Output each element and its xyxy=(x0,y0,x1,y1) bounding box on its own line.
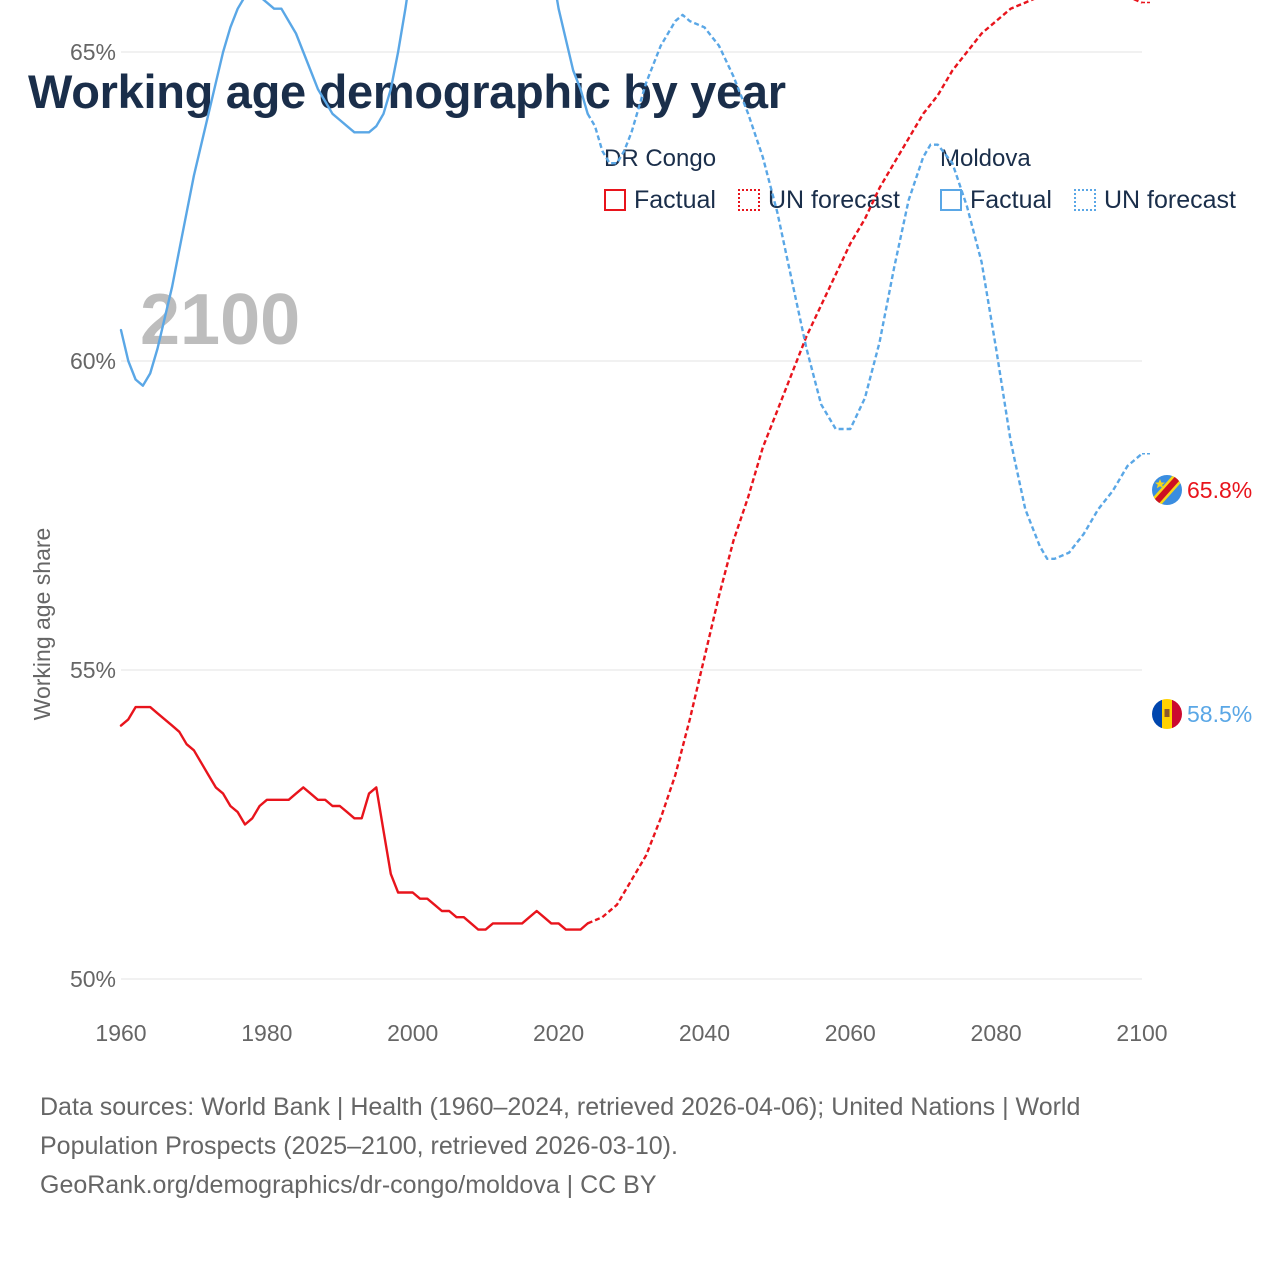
source-text: Data sources: World Bank | Health (1960–… xyxy=(40,1093,1081,1160)
x-tick-label: 2100 xyxy=(1116,1020,1167,1046)
end-label-moldova: 58.5% xyxy=(1187,701,1252,727)
y-tick-label: 50% xyxy=(70,966,116,992)
x-tick-label: 2060 xyxy=(825,1020,876,1046)
y-axis-label: Working age share xyxy=(29,528,55,721)
legend-label: UN forecast xyxy=(768,185,900,214)
line-chart: 2100 50%55%60%65%70% 1960198020002020204… xyxy=(29,0,1252,1046)
legend-swatch-dr-congo-forecast xyxy=(738,189,760,211)
legend-group-moldova: Moldova xyxy=(940,145,1031,172)
y-tick-label: 55% xyxy=(70,657,116,683)
legend-item-dr-congo-factual[interactable]: Factual xyxy=(604,186,716,214)
chart-title: Working age demographic by year xyxy=(28,65,786,118)
credit-link[interactable]: GeoRank.org/demographics/dr-congo/moldov… xyxy=(40,1171,657,1199)
series-line-dr-congo-forecast[interactable] xyxy=(587,0,1143,925)
legend-item-dr-congo-forecast[interactable]: UN forecast xyxy=(738,186,900,214)
x-axis-ticks: 1960 1980 2000 2020 2040 2060 2080 2100 xyxy=(95,1020,1167,1046)
y-axis-ticks: 50%55%60%65%70% xyxy=(70,39,116,992)
series-line-dr-congo-factual[interactable] xyxy=(119,705,589,931)
y-tick-label: 65% xyxy=(70,39,116,65)
dr-congo-flag-icon xyxy=(1152,475,1182,505)
legend-swatch-moldova-forecast xyxy=(1074,189,1096,211)
legend-item-moldova-forecast[interactable]: UN forecast xyxy=(1074,186,1236,214)
series-line-moldova-factual[interactable] xyxy=(119,0,589,387)
legend-item-moldova-factual[interactable]: Factual xyxy=(940,186,1052,214)
y-tick-label: 60% xyxy=(70,348,116,374)
legend-swatch-dr-congo-factual xyxy=(604,189,626,211)
legend-group-dr-congo: DR Congo xyxy=(604,145,717,172)
series-line-moldova-forecast[interactable] xyxy=(586,13,1143,560)
x-tick-label: 2000 xyxy=(387,1020,438,1046)
series-lines xyxy=(119,0,1152,931)
year-watermark: 2100 xyxy=(140,280,300,360)
legend-label: UN forecast xyxy=(1104,185,1236,214)
x-tick-label: 1980 xyxy=(241,1020,292,1046)
x-tick-label: 1960 xyxy=(95,1020,146,1046)
gridlines xyxy=(121,51,1142,980)
x-tick-label: 2020 xyxy=(533,1020,584,1046)
legend-label: Factual xyxy=(634,185,716,214)
legend-label: Factual xyxy=(970,185,1052,214)
moldova-flag-icon xyxy=(1152,699,1182,729)
end-label-dr-congo: 65.8% xyxy=(1187,477,1252,503)
x-tick-label: 2080 xyxy=(971,1020,1022,1046)
x-tick-label: 2040 xyxy=(679,1020,730,1046)
legend-swatch-moldova-factual xyxy=(940,189,962,211)
